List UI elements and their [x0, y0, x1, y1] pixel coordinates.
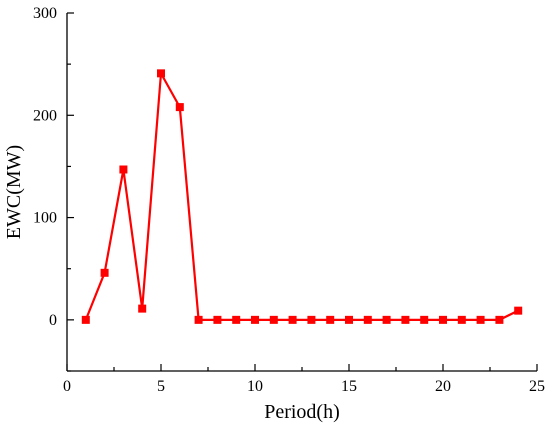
data-point: [420, 315, 429, 324]
data-point: [401, 315, 410, 324]
y-tick-label: 300: [33, 5, 57, 22]
y-tick-label: 200: [33, 107, 57, 124]
data-point: [345, 315, 353, 324]
data-point: [363, 315, 372, 324]
y-tick-label: 0: [49, 312, 57, 329]
series-group: [81, 69, 523, 324]
data-point: [269, 315, 278, 324]
x-tick-label: 15: [341, 378, 357, 395]
data-point: [213, 315, 222, 324]
x-axis-title: Period(h): [264, 401, 340, 423]
data-point: [175, 103, 184, 112]
x-tick-label: 20: [435, 378, 451, 395]
data-point: [307, 315, 316, 324]
data-point: [138, 304, 147, 313]
x-tick-label: 5: [157, 378, 165, 395]
data-point: [326, 315, 335, 324]
x-tick-label: 25: [529, 378, 545, 395]
data-point: [157, 69, 165, 78]
data-point: [457, 315, 466, 324]
series-line: [84, 72, 519, 321]
data-point: [476, 315, 485, 324]
y-axis-title: EWC(MW): [3, 145, 25, 239]
data-point: [495, 315, 504, 324]
ticks: [66, 12, 538, 372]
data-point: [382, 315, 391, 324]
tick-labels: 0 5 10 15 20 25 0 100 200 300: [33, 5, 545, 395]
data-point: [194, 315, 203, 324]
data-point: [119, 165, 128, 174]
axes: [66, 13, 537, 372]
data-point: [439, 315, 447, 324]
x-tick-label: 10: [247, 378, 263, 395]
x-tick-label: 0: [63, 378, 71, 395]
data-point: [81, 315, 90, 324]
data-point: [232, 315, 241, 324]
data-point: [251, 315, 259, 324]
data-point: [100, 268, 109, 277]
y-tick-label: 100: [33, 210, 57, 227]
data-point: [514, 306, 523, 315]
data-point: [288, 315, 297, 324]
